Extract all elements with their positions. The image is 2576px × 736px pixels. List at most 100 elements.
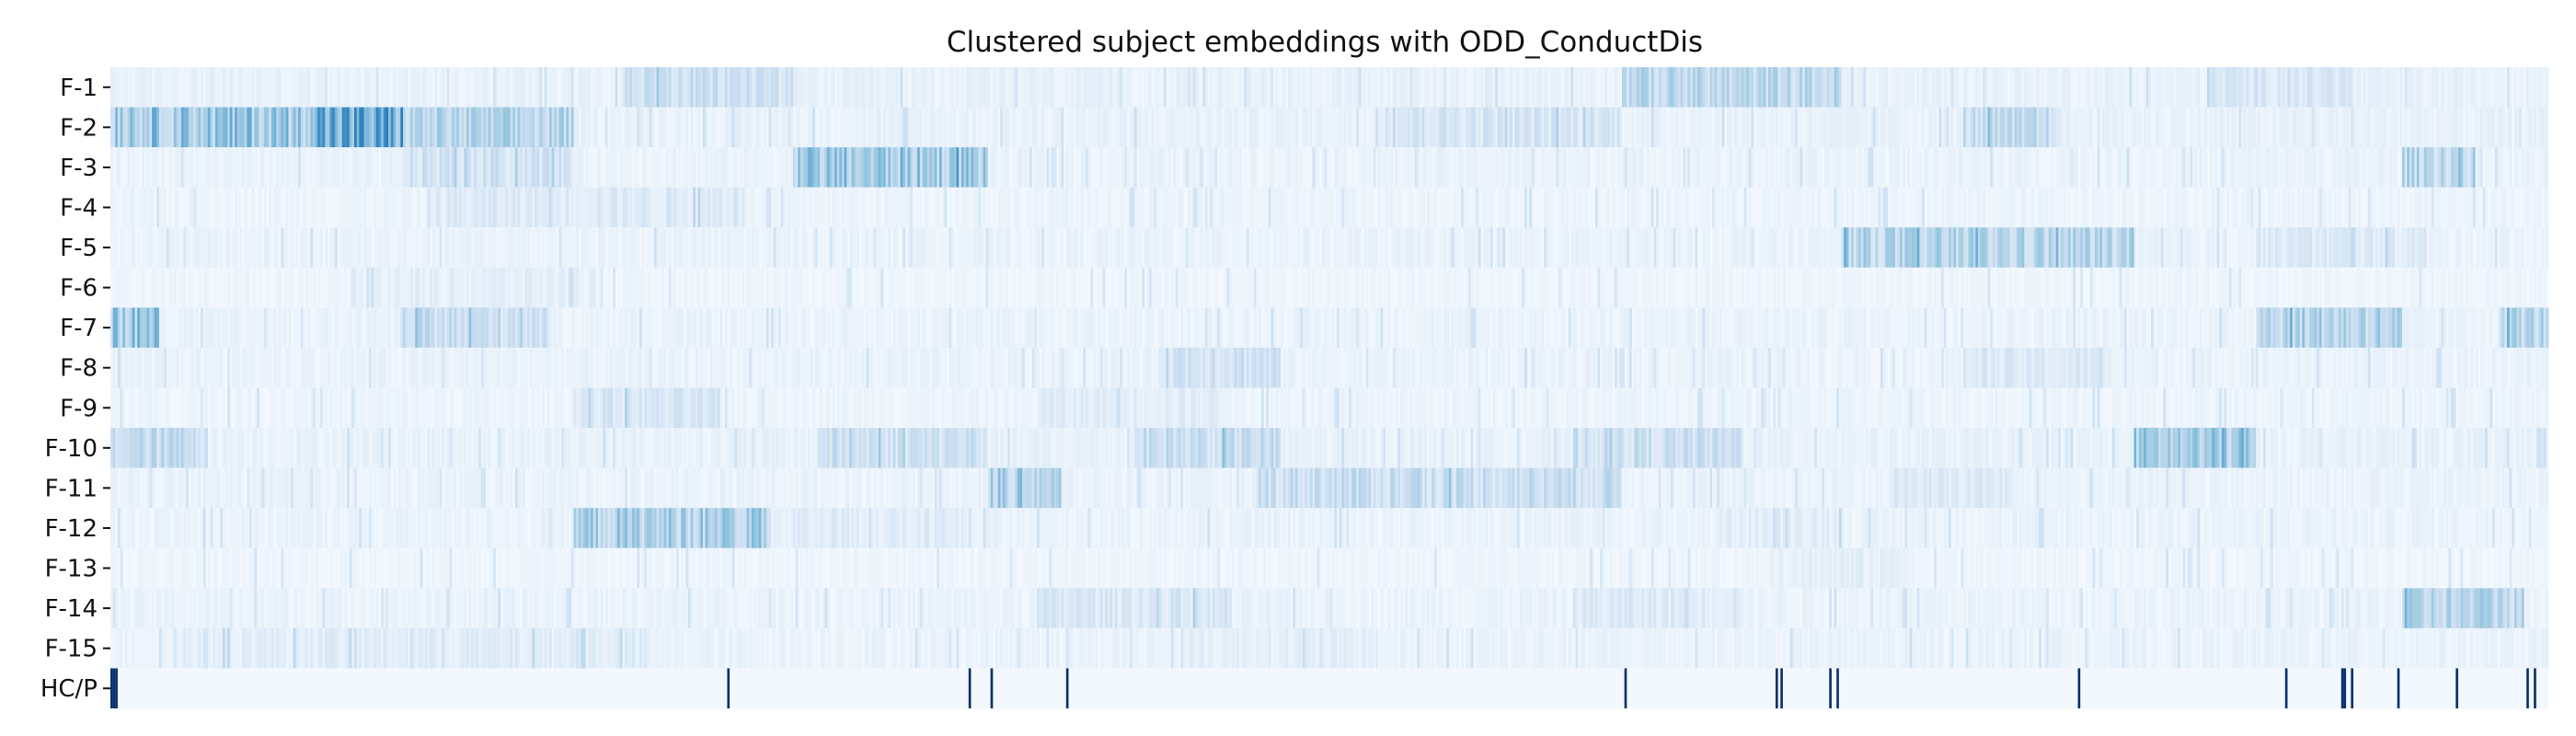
- heatmap-cell: [510, 147, 513, 189]
- heatmap-cell: [1156, 147, 1159, 189]
- heatmap-cell: [502, 227, 506, 269]
- heatmap-cell: [1009, 107, 1013, 148]
- heatmap-cell: [1090, 227, 1094, 269]
- heatmap-cell: [1121, 67, 1125, 109]
- heatmap-cell: [1717, 147, 1720, 189]
- heatmap-cell: [707, 67, 711, 109]
- heatmap-cell: [1573, 227, 1577, 269]
- heatmap-cell: [622, 227, 626, 269]
- heatmap-cell: [934, 147, 937, 189]
- heatmap-cell: [1358, 107, 1362, 148]
- heatmap-cell: [1107, 227, 1110, 269]
- heatmap-cell: [1331, 187, 1335, 228]
- heatmap-cell: [2063, 67, 2066, 109]
- heatmap-cell: [208, 107, 212, 148]
- heatmap-cell: [2214, 187, 2217, 228]
- heatmap-cell: [558, 107, 562, 148]
- heatmap-cell: [224, 107, 228, 148]
- heatmap-cell: [1975, 187, 1979, 228]
- heatmap-cell: [2538, 147, 2542, 189]
- heatmap-cell: [1789, 187, 1793, 228]
- heatmap-cell: [585, 107, 589, 148]
- heatmap-cell: [2258, 67, 2261, 109]
- heatmap-cell: [1907, 147, 1911, 189]
- heatmap-cell: [312, 187, 316, 228]
- heatmap-cell: [1510, 187, 1513, 228]
- heatmap-cell: [1956, 187, 1960, 228]
- heatmap-cell: [127, 227, 131, 269]
- heatmap-cell: [507, 147, 511, 189]
- heatmap-cell: [488, 227, 491, 269]
- heatmap-cell: [298, 147, 302, 189]
- heatmap-cell: [2172, 107, 2176, 148]
- heatmap-cell: [2472, 67, 2476, 109]
- heatmap-cell: [742, 107, 745, 148]
- heatmap-cell: [2521, 227, 2524, 269]
- heatmap-cell: [742, 227, 745, 269]
- heatmap-cell: [1510, 67, 1513, 109]
- heatmap-cell: [1600, 147, 1604, 189]
- heatmap-cell: [1665, 147, 1669, 189]
- heatmap-cell: [715, 67, 719, 109]
- heatmap-cell: [166, 67, 169, 109]
- heatmap-cell: [724, 187, 728, 228]
- heatmap-cell: [1497, 227, 1501, 269]
- heatmap-cell: [891, 187, 894, 228]
- heatmap-cell: [2053, 187, 2057, 228]
- heatmap-cell: [2353, 187, 2357, 228]
- heatmap-cell: [812, 147, 816, 189]
- heatmap-cell: [2119, 147, 2122, 189]
- heatmap-cell: [2444, 107, 2447, 148]
- heatmap-cell: [466, 267, 469, 308]
- heatmap-cell: [439, 187, 443, 228]
- heatmap-cell: [1300, 147, 1304, 189]
- heatmap-cell: [2178, 107, 2181, 148]
- heatmap-cell: [242, 147, 246, 189]
- heatmap-cell: [2457, 227, 2461, 269]
- heatmap-cell: [2043, 67, 2047, 109]
- heatmap-cell: [375, 227, 379, 269]
- heatmap-cell: [254, 227, 258, 269]
- heatmap-cell: [570, 107, 574, 148]
- heatmap-cell: [532, 267, 535, 308]
- heatmap-cell: [780, 187, 784, 228]
- heatmap-cell: [1892, 147, 1896, 189]
- heatmap-cell: [535, 267, 538, 308]
- heatmap-cell: [1578, 187, 1581, 228]
- heatmap-cell: [591, 147, 594, 189]
- heatmap-cell: [332, 187, 336, 228]
- heatmap-cell: [1851, 227, 1855, 269]
- heatmap-cell: [310, 67, 314, 109]
- heatmap-cell: [678, 267, 682, 308]
- heatmap-cell: [1190, 67, 1193, 109]
- heatmap-cell: [1746, 107, 1750, 148]
- heatmap-cell: [981, 67, 984, 109]
- heatmap-cell: [403, 67, 407, 109]
- heatmap-cell: [656, 107, 660, 148]
- heatmap-cell: [288, 187, 292, 228]
- heatmap-cell: [1915, 67, 1918, 109]
- heatmap-cell: [2017, 147, 2020, 189]
- heatmap-cell: [1259, 67, 1262, 109]
- heatmap-cell: [1065, 147, 1069, 189]
- heatmap-cell: [164, 107, 167, 148]
- heatmap-cell: [1124, 227, 1128, 269]
- heatmap-cell: [2494, 147, 2498, 189]
- heatmap-cell: [2262, 227, 2266, 269]
- heatmap-cell: [424, 147, 428, 189]
- heatmap-cell: [1731, 107, 1735, 148]
- heatmap-cell: [1665, 67, 1669, 109]
- heatmap-cell: [2097, 227, 2100, 269]
- heatmap-cell: [1721, 107, 1725, 148]
- heatmap-cell: [1395, 67, 1398, 109]
- heatmap-cell: [673, 67, 677, 109]
- heatmap-cell: [2358, 147, 2362, 189]
- heatmap-cell: [1709, 67, 1713, 109]
- heatmap-cell: [2472, 107, 2476, 148]
- heatmap-cell: [1331, 107, 1335, 148]
- heatmap-cell: [2467, 67, 2471, 109]
- heatmap-cell: [1073, 67, 1076, 109]
- heatmap-cell: [1432, 187, 1435, 228]
- heatmap-cell: [2351, 107, 2354, 148]
- heatmap-cell: [885, 147, 889, 189]
